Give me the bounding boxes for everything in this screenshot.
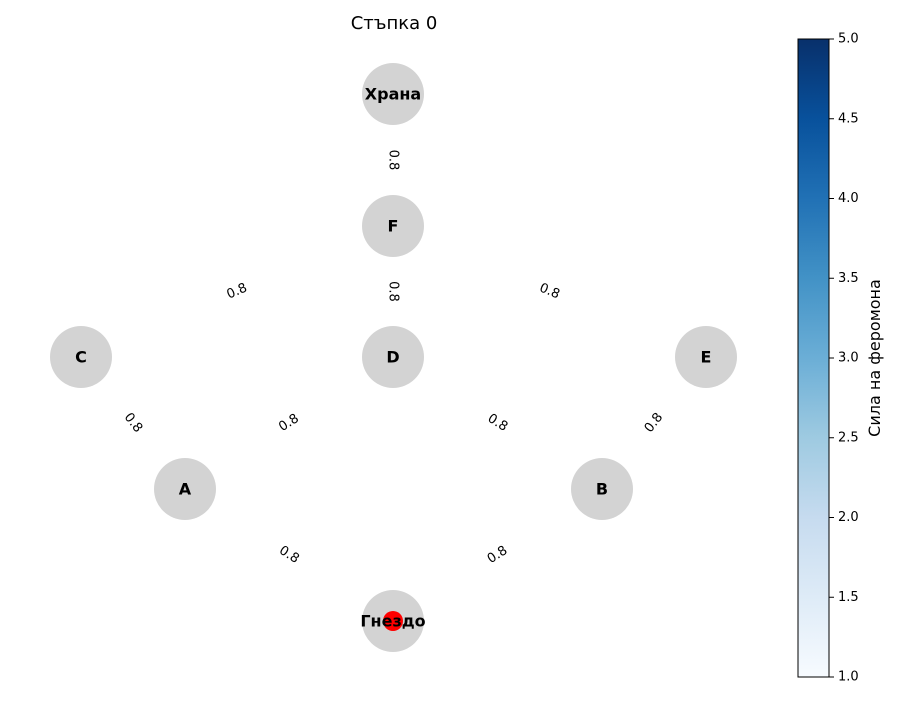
colorbar-tick-label: 3.5: [838, 271, 859, 286]
node-circle: [154, 458, 216, 520]
node-label: Храна: [365, 85, 421, 104]
node-circle: [675, 326, 737, 388]
node-food: Храна: [362, 63, 424, 125]
node-circle: [362, 195, 424, 257]
figure-title: Стъпка 0: [351, 13, 438, 34]
node-circle: [362, 63, 424, 125]
node-label: Гнездо: [360, 612, 425, 631]
edge-weight-label: 0.8: [537, 281, 562, 303]
edge-weight-label: 0.8: [276, 543, 302, 567]
edge-weight-label: 0.8: [485, 543, 511, 567]
node-C: C: [50, 326, 112, 388]
node-label: A: [179, 480, 192, 499]
node-D: D: [362, 326, 424, 388]
node-circle: [571, 458, 633, 520]
node-label: F: [388, 217, 399, 236]
node-F: F: [362, 195, 424, 257]
colorbar: 1.0 1.5 2.0 2.5 3.0 3.5 4.0 4.5 5.0 Сила на феро…: [797, 32, 884, 685]
colorbar-tick-label: 5.0: [838, 32, 859, 47]
edge-B-nest: [392, 488, 603, 622]
edge-F-E: [392, 225, 707, 358]
edge-D-B: [392, 356, 603, 490]
colorbar-tick-label: 1.5: [838, 590, 859, 605]
edge-weight-label: 0.8: [225, 281, 250, 303]
edge-weight-label: 0.8: [121, 410, 146, 436]
colorbar-label: Сила на феромона: [865, 279, 884, 437]
edge-A-nest: [184, 488, 394, 622]
colorbar-tick-label: 2.0: [838, 510, 859, 525]
colorbar-tick-label: 4.0: [838, 191, 859, 206]
edges-layer: [80, 94, 707, 622]
colorbar-ticks: 1.0 1.5 2.0 2.5 3.0 3.5 4.0 4.5 5.0: [829, 32, 859, 685]
node-B: B: [571, 458, 633, 520]
edge-D-A: [184, 356, 394, 490]
nodes-layer: Храна F C D E A B Гнездо: [50, 63, 737, 652]
node-label: D: [386, 348, 399, 367]
node-E: E: [675, 326, 737, 388]
edge-weight-label: 0.8: [485, 411, 511, 435]
edge-weight-label: 0.8: [276, 411, 302, 435]
node-circle: [50, 326, 112, 388]
node-label: C: [75, 348, 87, 367]
edge-weight-label: 0.8: [386, 281, 401, 302]
node-circle: [362, 326, 424, 388]
node-label: B: [596, 480, 608, 499]
colorbar-tick-label: 3.0: [838, 351, 859, 366]
colorbar-tick-label: 4.5: [838, 111, 859, 126]
edge-weight-label: 0.8: [386, 150, 401, 171]
edge-F-C: [80, 225, 394, 358]
ant-marker: [383, 611, 403, 631]
colorbar-gradient: [797, 38, 830, 678]
colorbar-tick-label: 1.0: [838, 670, 859, 685]
node-nest: Гнездо: [360, 590, 426, 652]
node-label: E: [701, 348, 712, 367]
edge-weight-label: 0.8: [642, 410, 667, 436]
colorbar-tick-label: 2.5: [838, 430, 859, 445]
node-A: A: [154, 458, 216, 520]
